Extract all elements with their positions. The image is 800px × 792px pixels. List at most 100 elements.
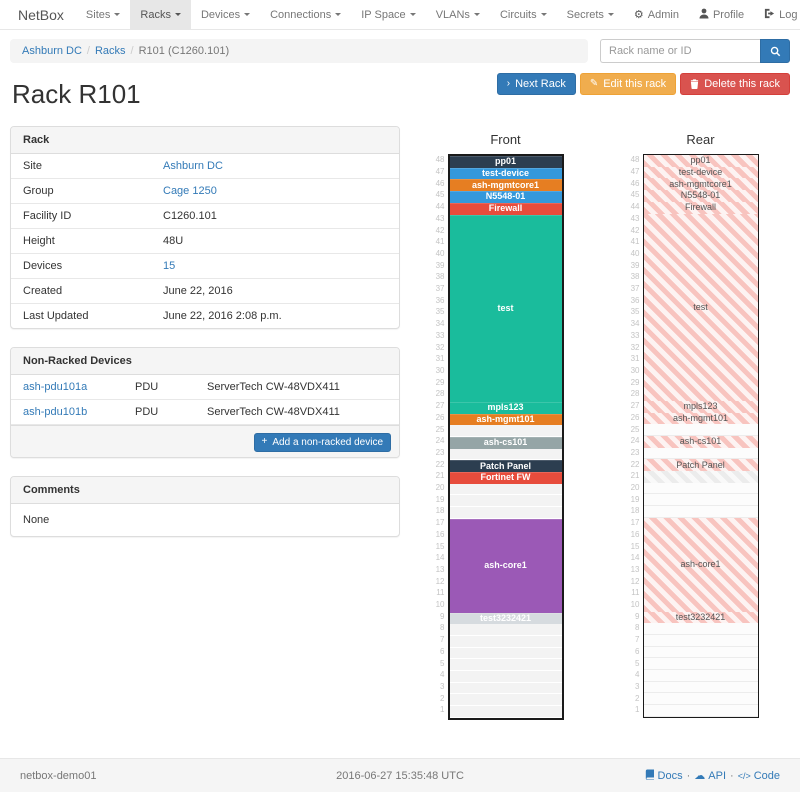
rack-attributes-table: Site Ashburn DC Group Cage 1250 Facility ID C… (11, 154, 399, 328)
page-header: Rack R101 › Next Rack ✎ Edit this rack D… (0, 67, 800, 124)
rear-rack-device-firewall[interactable]: Firewall (643, 201, 758, 214)
edit-rack-button[interactable]: ✎ Edit this rack (579, 73, 677, 95)
unit-number: 4 (440, 670, 445, 680)
rack-unit-empty (643, 623, 758, 635)
footer-link-code[interactable]: </> Code (738, 770, 780, 782)
rack-unit-empty (449, 507, 562, 519)
rear-rack-device-pp01[interactable]: pp01 (643, 155, 758, 167)
rear-rack-device-test[interactable]: test (643, 213, 758, 401)
unit-number: 19 (630, 494, 640, 504)
front-rack-device-test3232421[interactable]: test3232421 (449, 612, 562, 625)
breadcrumb-item[interactable]: Racks (94, 45, 126, 57)
nav-item-label: Connections (270, 8, 332, 21)
front-rack-device-n5548-01[interactable]: N5548-01 (449, 191, 562, 203)
comments-body: None (23, 513, 50, 526)
front-rack-device-ash-mgmtcore1[interactable]: ash-mgmtcore1 (449, 179, 562, 192)
nav-item-secrets[interactable]: Secrets (557, 0, 624, 29)
unit-number: 20 (630, 483, 640, 493)
front-rack-device-ash-core1[interactable]: ash-core1 (449, 518, 562, 613)
attr-value-link[interactable]: Ashburn DC (163, 160, 223, 172)
nav-item-sites[interactable]: Sites (76, 0, 130, 29)
search-icon (770, 46, 781, 57)
unit-number: 25 (435, 424, 445, 434)
nav-item-admin[interactable]: ⚙ Admin (624, 0, 689, 29)
rack-unit-empty (449, 448, 562, 461)
unit-number: 26 (435, 412, 445, 422)
rack-unit-empty (449, 624, 562, 636)
unit-number: 10 (630, 600, 640, 610)
nav-item-racks[interactable]: Racks (130, 0, 191, 29)
main-nav: Sites Racks Devices Connections IP Space VLAN… (76, 0, 624, 29)
nav-item-vlans[interactable]: VLANs (426, 0, 490, 29)
rear-rack-device-fortinet-fw[interactable] (643, 471, 758, 483)
rear-rack-device-ash-mgmtcore1[interactable]: ash-mgmtcore1 (643, 178, 758, 191)
netbox-brand[interactable]: NetBox (18, 6, 64, 23)
nav-item-profile[interactable]: Profile (689, 0, 754, 29)
unit-number: 27 (435, 401, 445, 411)
front-rack-device-ash-mgmt101[interactable]: ash-mgmt101 (449, 413, 562, 426)
rack-unit-empty (449, 694, 562, 707)
next-rack-button[interactable]: › Next Rack (496, 73, 576, 95)
unit-number: 46 (630, 178, 640, 188)
delete-rack-button[interactable]: Delete this rack (680, 73, 790, 95)
unit-number: 13 (630, 564, 640, 574)
device-name-link[interactable]: ash-pdu101b (23, 406, 88, 418)
nav-item-ip-space[interactable]: IP Space (351, 0, 425, 29)
front-rack-device-pp01[interactable]: pp01 (449, 156, 562, 168)
nav-item-connections[interactable]: Connections (260, 0, 351, 29)
rack-unit-empty (643, 646, 758, 659)
unit-number: 20 (435, 483, 445, 493)
rear-rack-device-ash-cs101[interactable]: ash-cs101 (643, 435, 758, 448)
footer-link-separator: · (686, 769, 691, 782)
attr-value-link[interactable]: 15 (163, 260, 176, 272)
rear-rack-device-test-device[interactable]: test-device (643, 166, 758, 179)
rear-rack-device-ash-mgmt101[interactable]: ash-mgmt101 (643, 412, 758, 425)
unit-number: 14 (630, 553, 640, 563)
chevron-down-icon (540, 13, 547, 16)
next-rack-label: Next Rack (515, 78, 566, 90)
front-rack: pp01 test-device ash-mgmtcore1 N5548-01 Fire… (447, 154, 564, 720)
footer-link-docs[interactable]: Docs (645, 769, 683, 783)
unit-number: 28 (630, 389, 640, 399)
nav-item-label: Sites (85, 8, 111, 21)
unit-number: 48 (435, 155, 445, 165)
rear-rack-device-ash-core1[interactable]: ash-core1 (643, 517, 758, 612)
unit-number: 4 (635, 670, 640, 680)
search-input[interactable] (600, 39, 760, 63)
front-rack-device-test-device[interactable]: test-device (449, 167, 562, 180)
rack-unit-empty (449, 483, 562, 496)
unit-number: 1 (635, 705, 640, 715)
front-rack-device-fortinet-fw[interactable]: Fortinet FW (449, 472, 562, 484)
front-rack-device-ash-cs101[interactable]: ash-cs101 (449, 436, 562, 449)
rear-rack-device-test3232421[interactable]: test3232421 (643, 611, 758, 624)
front-rack-device-mpls123[interactable]: mpls123 (449, 401, 562, 414)
nav-item-circuits[interactable]: Circuits (490, 0, 557, 29)
unit-number: 14 (435, 553, 445, 563)
rack-unit-empty (643, 681, 758, 694)
device-name-link[interactable]: ash-pdu101a (23, 381, 88, 393)
front-rack-device-firewall[interactable]: Firewall (449, 202, 562, 215)
breadcrumb-item[interactable]: Ashburn DC (22, 45, 82, 57)
logout-icon (764, 8, 775, 22)
footer-link-api[interactable]: ☁ API (694, 770, 726, 782)
unit-number: 45 (630, 190, 640, 200)
rear-rack-device-patch-panel[interactable]: Patch Panel (643, 459, 758, 472)
footer-link-separator: · (730, 769, 734, 782)
breadcrumb-item: R101 (C1260.101) (138, 45, 230, 57)
search-button[interactable] (760, 39, 790, 63)
front-rack-device-patch-panel[interactable]: Patch Panel (449, 460, 562, 473)
left-column: Rack Site Ashburn DC Group Cage 1250 Facilit… (10, 126, 400, 736)
rack-unit-empty (449, 671, 562, 683)
nav-item-devices[interactable]: Devices (191, 0, 260, 29)
nav-item-log-out[interactable]: Log out (754, 0, 800, 29)
unit-number: 44 (630, 202, 640, 212)
unit-number: 19 (435, 494, 445, 504)
unit-number: 3 (635, 681, 640, 691)
unit-number: 2 (440, 693, 445, 703)
front-rack-device-test[interactable]: test (449, 214, 562, 402)
add-nonracked-device-button[interactable]: + Add a non-racked device (253, 432, 391, 452)
rear-rack-device-mpls123[interactable]: mpls123 (643, 400, 758, 413)
attr-value-link[interactable]: Cage 1250 (163, 185, 217, 197)
footer-link-label: API (708, 769, 727, 782)
rear-rack-device-n5548-01[interactable]: N5548-01 (643, 190, 758, 202)
